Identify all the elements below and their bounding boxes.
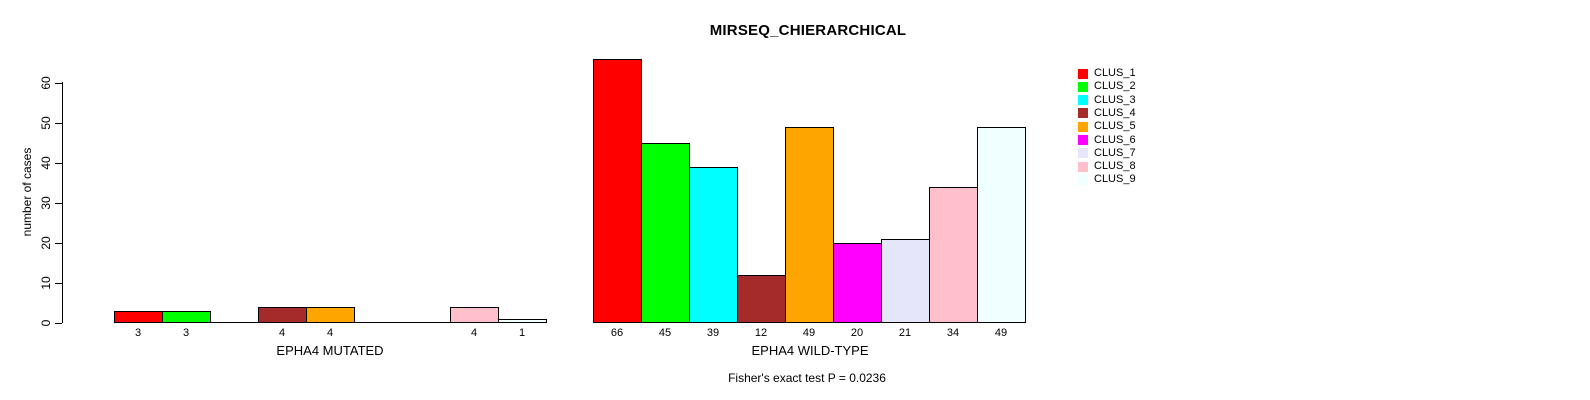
zero-height-bar [402,322,451,323]
bar-value-label: 3 [134,327,142,339]
bar [929,187,978,323]
y-axis-tick [55,123,62,124]
bar [498,319,547,323]
bar-value-label: 1 [518,327,526,339]
y-axis-tick [55,83,62,84]
bar-value-label: 66 [610,327,624,339]
y-axis-tick [55,243,62,244]
legend-item: CLUS_2 [1078,80,1136,93]
x-axis-label-wild-type: EPHA4 WILD-TYPE [751,343,869,358]
legend-label: CLUS_2 [1094,80,1136,93]
bar [593,59,642,323]
legend-label: CLUS_9 [1094,173,1136,186]
y-axis-tick-label: 30 [39,195,53,210]
y-axis-tick-label: 20 [39,235,53,250]
legend-label: CLUS_6 [1094,133,1136,146]
legend-swatch [1078,161,1088,172]
legend-item: CLUS_5 [1078,120,1136,133]
y-axis-tick-label: 0 [39,319,53,326]
bar [450,307,499,323]
y-axis-tick-label: 60 [39,75,53,90]
legend-item: CLUS_4 [1078,107,1136,120]
bar-value-label: 4 [278,327,286,339]
legend-label: CLUS_4 [1094,106,1136,119]
legend-swatch [1078,121,1088,132]
bar [258,307,307,323]
bar [737,275,786,323]
bar-value-label: 21 [898,327,912,339]
y-axis-label: number of cases [20,147,34,237]
y-axis-tick [55,203,62,204]
y-axis-tick [55,283,62,284]
bar-value-label: 39 [706,327,720,339]
y-axis-tick-label: 40 [39,155,53,170]
legend-item: CLUS_8 [1078,160,1136,173]
bar [114,311,163,323]
legend-swatch [1078,95,1088,106]
bar [641,143,690,323]
legend-swatch [1078,108,1088,119]
bar-value-label: 4 [326,327,334,339]
legend-swatch [1078,68,1088,79]
bar [162,311,211,323]
bar [881,239,930,323]
legend-item: CLUS_1 [1078,67,1136,80]
legend-item: CLUS_6 [1078,134,1136,147]
y-axis-tick [55,323,62,324]
zero-height-bar [210,322,259,323]
bar-value-label: 34 [946,327,960,339]
legend-item: CLUS_7 [1078,147,1136,160]
legend-label: CLUS_1 [1094,67,1136,79]
bar [306,307,355,323]
legend-label: CLUS_5 [1094,120,1136,133]
bar-value-label: 20 [850,327,864,339]
legend-swatch [1078,174,1088,185]
bar-value-label: 12 [754,327,768,339]
x-axis-label-mutated: EPHA4 MUTATED [276,343,384,358]
legend-swatch [1078,81,1088,92]
chart-title: MIRSEQ_CHIERARCHICAL [709,22,907,39]
bar [833,243,882,323]
legend-swatch [1078,135,1088,145]
bar [977,127,1026,323]
bar-value-label: 4 [470,327,478,339]
bar [785,127,834,323]
y-axis-tick-label: 10 [39,275,53,290]
legend-swatch [1078,148,1088,159]
legend-label: CLUS_7 [1094,146,1136,159]
legend-label: CLUS_3 [1094,93,1136,106]
legend-item: CLUS_9 [1078,173,1136,186]
zero-height-bar [354,322,403,323]
fisher-test-caption: Fisher's exact test P = 0.0236 [728,371,886,385]
y-axis-line [62,82,63,323]
bar-value-label: 49 [802,327,816,339]
legend-label: CLUS_8 [1094,160,1136,173]
y-axis-tick [55,163,62,164]
bar-value-label: 49 [994,327,1008,339]
bar-value-label: 45 [658,327,672,339]
bar [689,167,738,323]
bar-value-label: 3 [182,327,190,339]
legend-item: CLUS_3 [1078,94,1136,107]
y-axis-tick-label: 50 [39,115,53,130]
